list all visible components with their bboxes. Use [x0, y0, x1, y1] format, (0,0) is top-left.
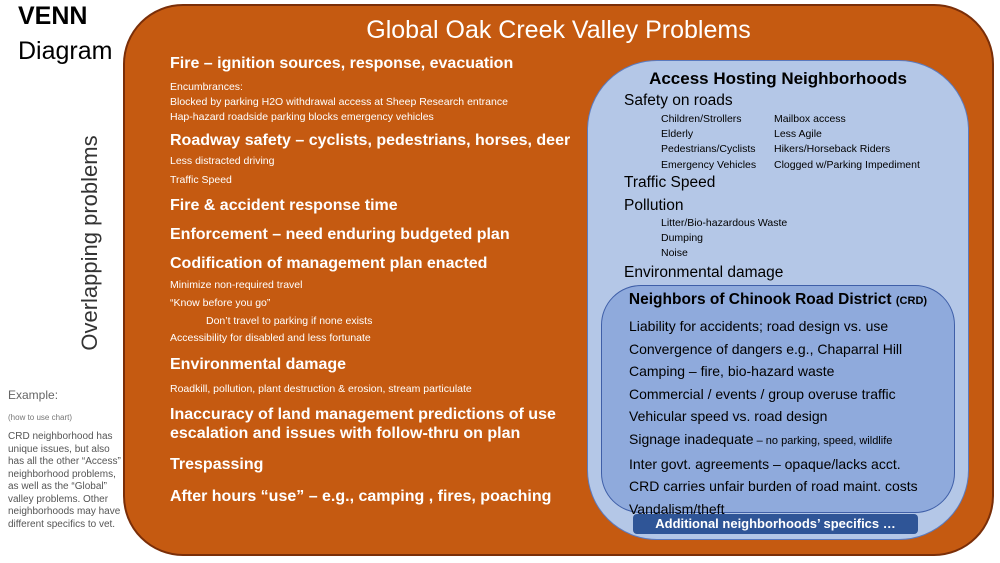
- crd-item: CRD carries unfair burden of road maint.…: [629, 478, 918, 495]
- access-subitem: Mailbox access: [774, 113, 846, 125]
- crd-item: Liability for accidents; road design vs.…: [629, 318, 889, 334]
- global-problems-list: Fire – ignition sources, response, evacu…: [170, 54, 595, 506]
- crd-region: Neighbors of Chinook Road District (CRD)…: [601, 285, 955, 517]
- crd-title: Neighbors of Chinook Road District (CRD): [602, 291, 954, 309]
- global-item-enforcement: Enforcement – need enduring budgeted pla…: [170, 226, 510, 243]
- global-subitem: Minimize non-required travel: [170, 279, 303, 292]
- access-subitem: Litter/Bio-hazardous Waste: [661, 217, 788, 229]
- access-safety-left-list: Children/Strollers Elderly Pedestrians/C…: [661, 112, 756, 173]
- crd-item: Vandalism/theft: [629, 500, 725, 517]
- access-subitem: Hikers/Horseback Riders: [774, 143, 891, 156]
- overlapping-problems-label: Overlapping problems: [77, 135, 102, 351]
- global-item-fire: Fire – ignition sources, response, evacu…: [170, 55, 514, 72]
- crd-item-signage-text: Signage inadequate: [629, 430, 754, 447]
- global-subitem: Hap-hazard roadside parking blocks emerg…: [170, 110, 434, 123]
- access-item-pollution: Pollution: [624, 197, 684, 214]
- global-subitem: Less distracted driving: [170, 155, 275, 168]
- global-subitem: Accessibility for disabled and less fort…: [170, 332, 371, 345]
- global-item-codification: Codification of management plan enacted: [170, 255, 488, 273]
- crd-item: Convergence of dangers e.g., Chaparral H…: [629, 340, 903, 357]
- additional-neighborhoods-button[interactable]: Additional neighborhoods’ specifics …: [633, 514, 918, 534]
- global-subitem: “Know before you go”: [170, 297, 271, 310]
- global-item-after-hours: After hours “use” – e.g., camping , fire…: [170, 487, 552, 505]
- global-subitem: Traffic Speed: [170, 174, 232, 187]
- access-subitem: Noise: [661, 247, 688, 260]
- crd-title-abbr: (CRD): [895, 295, 928, 307]
- access-item-safety: Safety on roads: [624, 92, 733, 109]
- example-heading: Example:: [8, 388, 59, 402]
- global-subitem: Blocked by parking H2O withdrawal access…: [170, 95, 508, 108]
- crd-item: Inter govt. agreements – opaque/lacks ac…: [629, 455, 901, 472]
- crd-title-text: Neighbors of Chinook Road District: [628, 291, 892, 308]
- access-subitem: Emergency Vehicles: [661, 158, 757, 171]
- global-item-trespassing: Trespassing: [170, 456, 264, 474]
- access-subitem: Children/Strollers: [661, 113, 742, 125]
- global-item-response-time: Fire & accident response time: [170, 196, 398, 214]
- access-subitem: Clogged w/Parking Impediment: [774, 158, 920, 171]
- example-text: CRD neighborhood has unique issues, but …: [8, 431, 121, 530]
- global-item-roadway-safety: Roadway safety – cyclists, pedestrians, …: [170, 132, 571, 150]
- access-subitem: Less Agile: [774, 128, 822, 141]
- global-subitem: Encumbrances:: [170, 81, 243, 94]
- crd-item: Vehicular speed vs. road design: [629, 408, 828, 425]
- access-subitem: Dumping: [661, 232, 704, 245]
- access-item-traffic-speed: Traffic Speed: [624, 174, 716, 191]
- title-diagram: Diagram: [18, 37, 113, 65]
- global-item-environmental-damage: Environmental damage: [170, 356, 347, 374]
- crd-item-signage-note: – no parking, speed, wildlife: [753, 434, 893, 447]
- example-note: Example: (how to use chart) CRD neighbor…: [8, 388, 126, 531]
- access-subitem: Pedestrians/Cyclists: [661, 143, 756, 156]
- global-subitem: Don’t travel to parking if none exists: [206, 314, 373, 327]
- access-safety-right-list: Mailbox access Less Agile Hikers/Horseba…: [774, 112, 920, 173]
- title-venn: VENN: [18, 2, 88, 30]
- crd-item: Camping – fire, bio-hazard waste: [629, 363, 835, 380]
- access-title: Access Hosting Neighborhoods: [649, 69, 907, 88]
- global-subitem: Roadkill, pollution, plant destruction &…: [170, 383, 472, 396]
- example-subheading: (how to use chart): [8, 413, 73, 422]
- crd-list: Liability for accidents; road design vs.…: [629, 315, 949, 520]
- global-item-inaccuracy: Inaccuracy of land management prediction…: [170, 406, 556, 443]
- access-pollution-list: Litter/Bio-hazardous Waste Dumping Noise: [661, 216, 787, 262]
- access-subitem: Elderly: [661, 128, 694, 141]
- crd-item: Commercial / events / group overuse traf…: [629, 385, 896, 402]
- access-item-environmental-damage: Environmental damage: [624, 264, 784, 281]
- crd-item-signage: Signage inadequate – no parking, speed, …: [629, 428, 949, 453]
- global-title: Global Oak Creek Valley Problems: [366, 16, 751, 44]
